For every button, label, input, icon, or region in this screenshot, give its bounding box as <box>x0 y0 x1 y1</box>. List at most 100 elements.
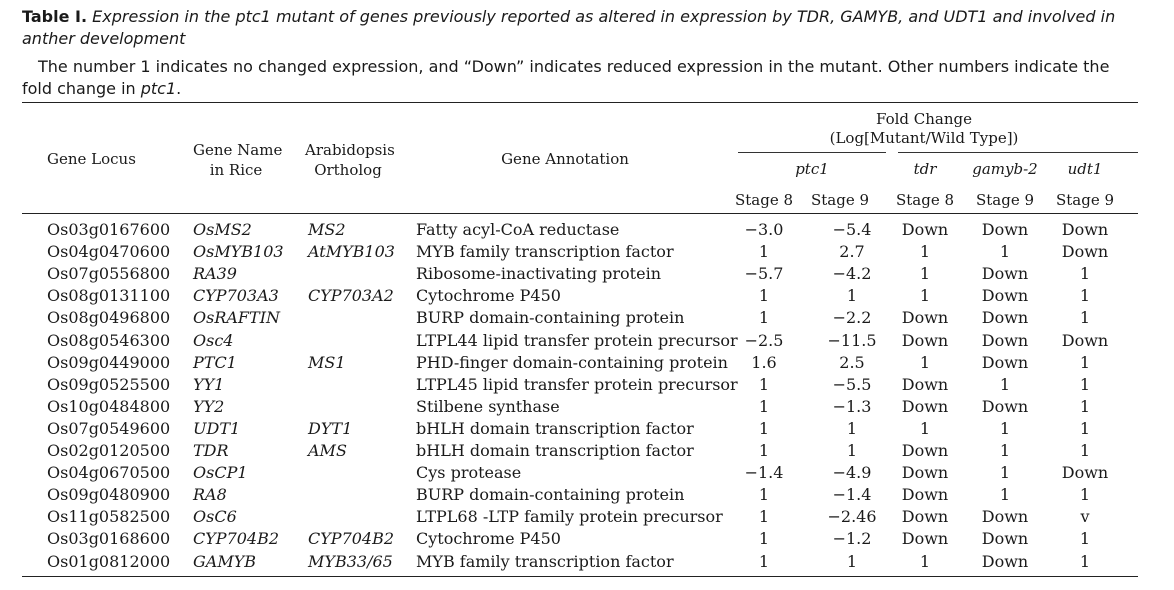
header-annotation: Gene Annotation <box>501 150 629 168</box>
table-note-italic: ptc1 <box>140 79 177 98</box>
table-row: Os08g0496800 OsRAFTIN BURP domain-containi… <box>0 307 1174 329</box>
cell-gene-name: CYP703A3 <box>193 286 279 306</box>
cell-udt1-stage9: Down <box>1061 220 1109 239</box>
cell-ortholog: CYP704B2 <box>308 529 395 549</box>
cell-ptc1-stage9: 1 <box>846 418 858 438</box>
cell-annotation: PHD-finger domain-containing protein <box>416 352 728 372</box>
table-row: Os10g0484800 YY2 Stilbene synthase 1 −1.3 Dow… <box>0 396 1174 418</box>
table-row: Os03g0168600 CYP704B2 CYP704B2 Cytochrome P… <box>0 528 1174 550</box>
header-tdr: tdr <box>913 160 937 178</box>
cell-ptc1-stage8: 1 <box>758 308 770 328</box>
cell-udt1-stage9: 1 <box>1079 264 1091 284</box>
header-stage-tdr: Stage 8 <box>895 191 955 209</box>
cell-gene-locus: Os11g0582500 <box>47 507 171 527</box>
cell-gamyb2-stage9: Down <box>981 551 1029 571</box>
cell-annotation: BURP domain-containing protein <box>416 308 685 328</box>
header-ortholog-1: Arabidopsis <box>305 141 395 159</box>
table-row: Os02g0120500 TDR AMS bHLH domain transcript… <box>0 440 1174 462</box>
cell-udt1-stage9: 1 <box>1079 551 1091 571</box>
cell-ortholog: MS1 <box>308 352 346 372</box>
cell-ptc1-stage9: 2.5 <box>839 352 865 372</box>
header-fold-change-2: (Log[Mutant/Wild Type]) <box>829 129 1019 147</box>
cell-gene-locus: Os02g0120500 <box>47 441 171 460</box>
table-title: Expression in the ptc1 mutant of genes p… <box>22 7 1116 48</box>
cell-ptc1-stage8: 1.6 <box>751 352 777 372</box>
cell-gene-name: RA8 <box>193 485 227 505</box>
cell-ptc1-stage8: 1 <box>758 551 770 571</box>
cell-annotation: bHLH domain transcription factor <box>416 441 694 460</box>
header-bottom-rule <box>22 213 1138 214</box>
cell-gene-locus: Os04g0470600 <box>47 242 171 262</box>
cell-gene-locus: Os09g0525500 <box>47 374 171 394</box>
cell-gene-name: RA39 <box>193 264 237 284</box>
table-row: Os01g0812000 GAMYB MYB33/65 MYB family tran… <box>0 551 1174 573</box>
cell-udt1-stage9: Down <box>1061 463 1109 483</box>
cell-gamyb2-stage9: Down <box>981 396 1029 416</box>
cell-ptc1-stage9: −1.3 <box>832 396 872 416</box>
cell-gene-locus: Os07g0549600 <box>47 418 171 438</box>
cell-udt1-stage9: v <box>1080 507 1090 527</box>
ptc1-group-rule <box>738 152 886 153</box>
cell-ptc1-stage8: 1 <box>758 396 770 416</box>
header-fold-change-1: Fold Change <box>875 110 972 128</box>
table-row: Os09g0449000 PTC1 MS1 PHD-finger domain-con… <box>0 352 1174 374</box>
cell-gene-name: Osc4 <box>193 330 234 350</box>
cell-ptc1-stage9: −1.4 <box>832 485 872 505</box>
cell-gamyb2-stage9: Down <box>981 529 1029 549</box>
cell-gene-locus: Os10g0484800 <box>47 396 171 416</box>
cell-ortholog: DYT1 <box>308 418 353 438</box>
cell-ortholog: AMS <box>308 441 347 460</box>
cell-udt1-stage9: 1 <box>1079 396 1091 416</box>
header-gamyb2: gamyb-2 <box>972 160 1038 178</box>
table-note: The number 1 indicates no changed expres… <box>22 56 1142 100</box>
cell-annotation: Stilbene synthase <box>416 396 560 416</box>
cell-annotation: MYB family transcription factor <box>416 551 674 571</box>
cell-ptc1-stage8: 1 <box>758 286 770 306</box>
cell-ptc1-stage9: 1 <box>846 286 858 306</box>
cell-udt1-stage9: 1 <box>1079 286 1091 306</box>
cell-tdr-stage8: Down <box>901 507 949 527</box>
cell-ptc1-stage8: 1 <box>758 529 770 549</box>
cell-gamyb2-stage9: Down <box>981 264 1029 284</box>
cell-tdr-stage8: Down <box>901 529 949 549</box>
table-label: Table I. <box>22 7 88 26</box>
cell-ptc1-stage8: 1 <box>758 485 770 505</box>
header-gene-name-2: in Rice <box>209 161 263 179</box>
cell-ptc1-stage9: −1.2 <box>832 529 872 549</box>
header-udt1: udt1 <box>1067 160 1103 178</box>
table-row: Os04g0470600 OsMYB103 AtMYB103 MYB family t… <box>0 241 1174 263</box>
cell-udt1-stage9: 1 <box>1079 352 1091 372</box>
cell-gamyb2-stage9: Down <box>981 308 1029 328</box>
cell-tdr-stage8: 1 <box>919 418 931 438</box>
cell-ptc1-stage9: 2.7 <box>839 242 865 262</box>
cell-gene-name: YY1 <box>193 374 225 394</box>
cell-gene-locus: Os08g0546300 <box>47 330 171 350</box>
cell-gamyb2-stage9: 1 <box>999 485 1011 505</box>
cell-tdr-stage8: 1 <box>919 352 931 372</box>
cell-gene-name: CYP704B2 <box>193 529 280 549</box>
cell-gene-locus: Os09g0480900 <box>47 485 171 505</box>
cell-gene-name: OsMS2 <box>193 220 252 239</box>
header-gene-name-1: Gene Name <box>193 141 283 159</box>
cell-ptc1-stage8: 1 <box>758 441 770 460</box>
cell-gene-name: OsC6 <box>193 507 237 527</box>
table-row: Os09g0525500 YY1 LTPL45 lipid transfer pro… <box>0 374 1174 396</box>
cell-gene-locus: Os03g0167600 <box>47 220 171 239</box>
table-row: Os09g0480900 RA8 BURP domain-containing pr… <box>0 484 1174 506</box>
cell-udt1-stage9: 1 <box>1079 418 1091 438</box>
cell-gene-locus: Os08g0131100 <box>47 286 171 306</box>
mutant-group-rule <box>898 152 1138 153</box>
cell-tdr-stage8: 1 <box>919 286 931 306</box>
cell-gene-locus: Os08g0496800 <box>47 308 171 328</box>
cell-ptc1-stage8: 1 <box>758 418 770 438</box>
cell-gamyb2-stage9: Down <box>981 286 1029 306</box>
cell-gene-locus: Os07g0556800 <box>47 264 171 284</box>
cell-udt1-stage9: Down <box>1061 330 1109 350</box>
cell-gene-name: OsMYB103 <box>193 242 284 262</box>
cell-gene-name: GAMYB <box>193 551 257 571</box>
cell-gene-name: UDT1 <box>193 418 241 438</box>
header-gene-locus: Gene Locus <box>47 150 136 168</box>
cell-gene-name: OsCP1 <box>193 463 248 483</box>
cell-ptc1-stage9: 1 <box>846 551 858 571</box>
cell-tdr-stage8: 1 <box>919 551 931 571</box>
